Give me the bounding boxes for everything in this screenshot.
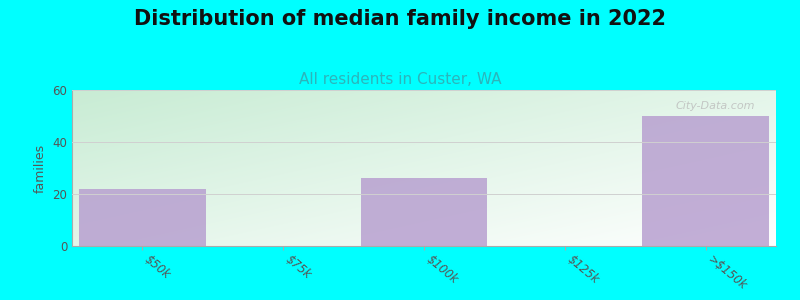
Text: Distribution of median family income in 2022: Distribution of median family income in … (134, 9, 666, 29)
Text: All residents in Custer, WA: All residents in Custer, WA (298, 72, 502, 87)
Bar (361, 178, 487, 246)
Bar (79, 189, 206, 246)
Y-axis label: families: families (34, 143, 46, 193)
Bar (642, 116, 769, 246)
Text: City-Data.com: City-Data.com (675, 101, 755, 111)
